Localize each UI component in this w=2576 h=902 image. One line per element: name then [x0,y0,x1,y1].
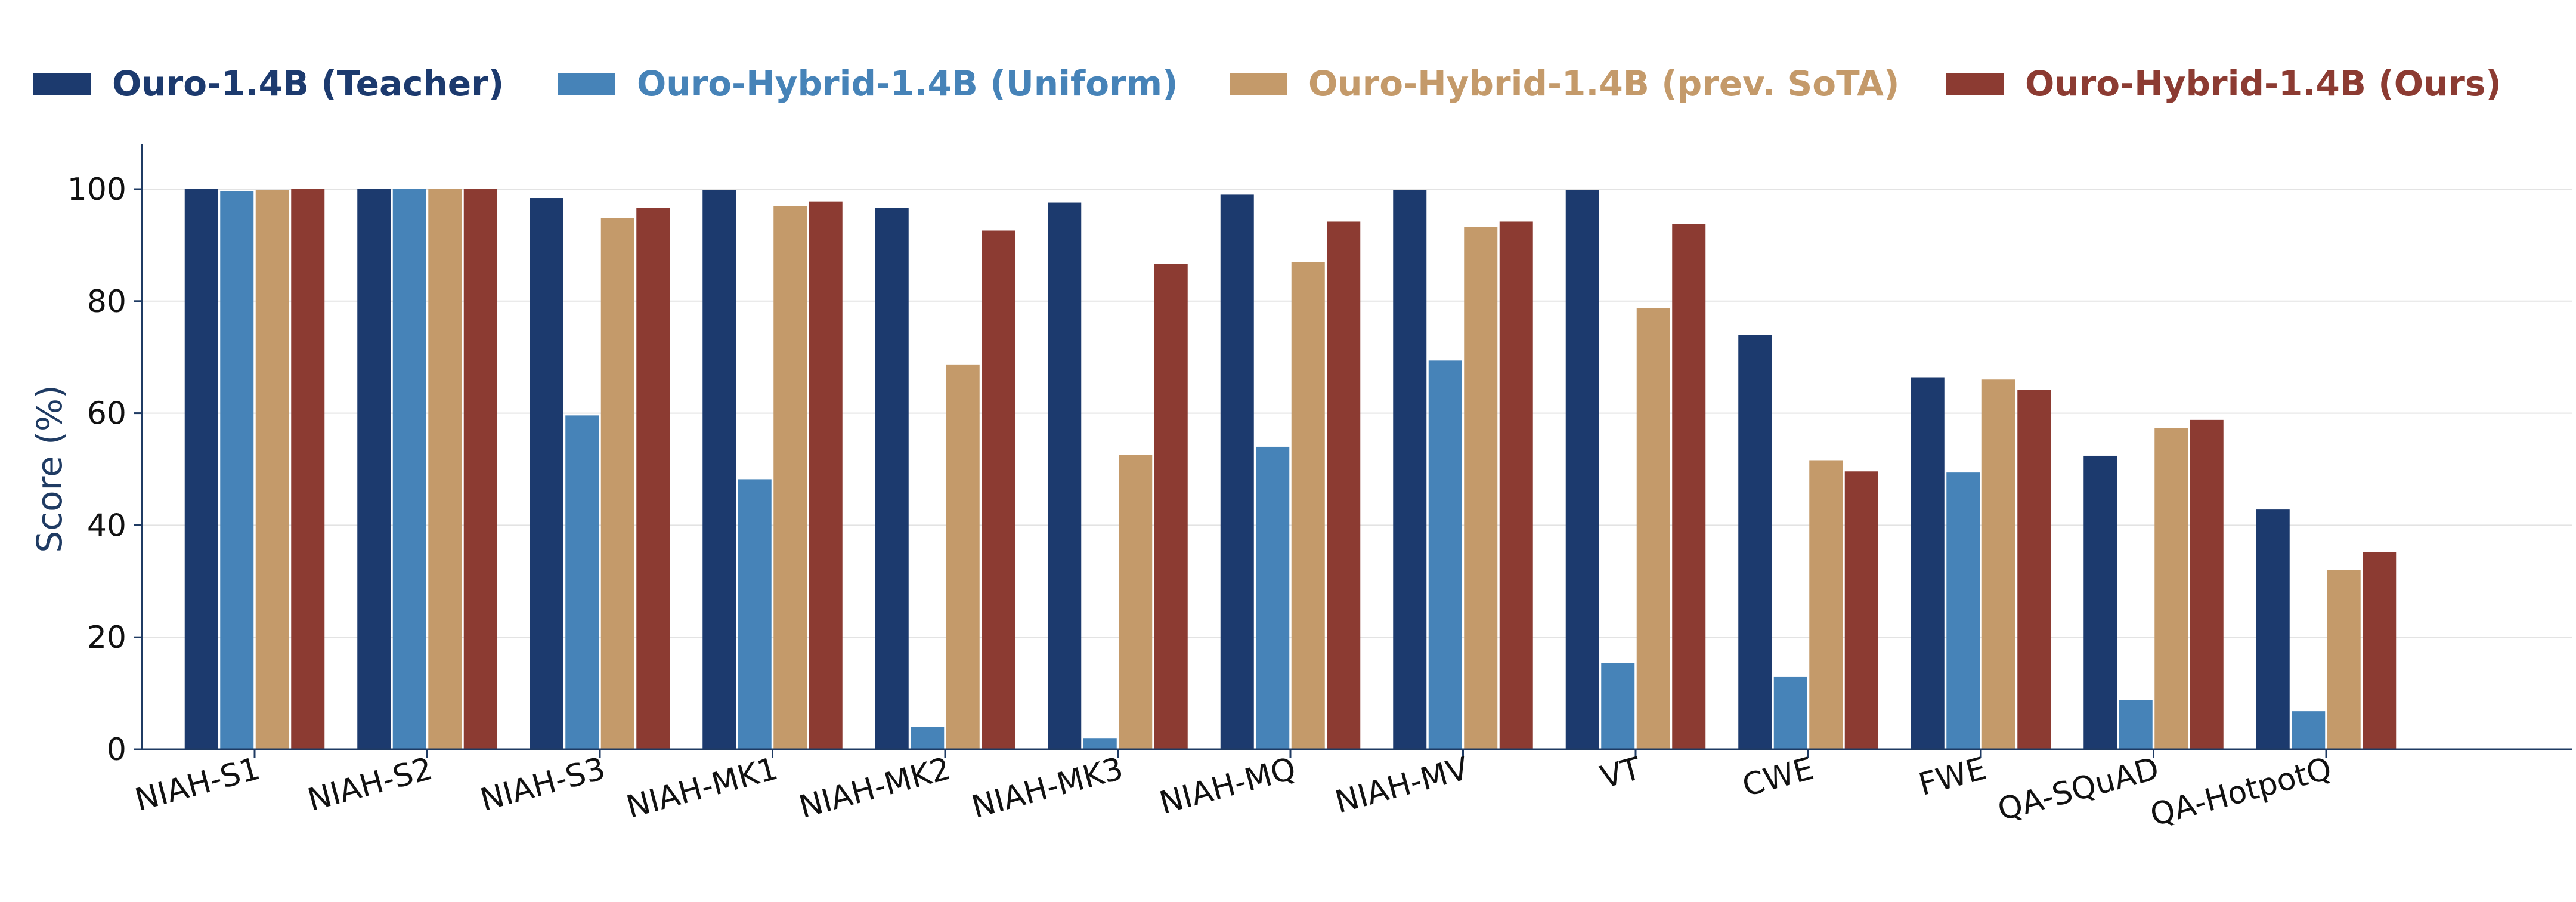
bar-niah-s3-series-1 [530,198,564,749]
bar-niah-mq-series-3 [1291,262,1325,749]
x-tick-label: NIAH-S1 [131,751,264,818]
bar-qa-squad-series-2 [2119,700,2153,749]
x-tick-label: VT [1597,751,1645,796]
legend-item-2[interactable]: Ouro-Hybrid-1.4B (Uniform) [558,63,1178,104]
bar-niah-mk1-series-3 [773,206,807,749]
bar-niah-mk2-series-3 [946,364,980,749]
legend-label: Ouro-Hybrid-1.4B (Uniform) [637,63,1178,104]
x-tick-label: NIAH-MK3 [968,751,1126,826]
bar-niah-mk3-series-3 [1119,455,1153,749]
bar-niah-s1-series-1 [184,189,218,749]
bar-niah-s3-series-2 [565,415,599,749]
bar-niah-mk1-series-1 [702,190,736,749]
bar-niah-mv-series-4 [1499,221,1533,749]
y-tick-label: 60 [87,396,126,432]
x-tick-label: FWE [1915,751,1990,804]
bars [184,189,2397,750]
x-tick-label: NIAH-S3 [476,751,609,818]
bar-niah-mq-series-1 [1220,194,1254,749]
bar-cwe-series-1 [1738,335,1772,749]
legend-item-4[interactable]: Ouro-Hybrid-1.4B (Ours) [1946,63,2501,104]
legend[interactable]: Ouro-1.4B (Teacher) Ouro-Hybrid-1.4B (Uni… [33,63,2501,104]
bar-qa-hotpotq-series-4 [2363,552,2397,749]
bar-qa-squad-series-1 [2083,455,2117,749]
bar-qa-hotpotq-series-1 [2256,509,2290,749]
bar-niah-s2-series-4 [463,189,497,749]
bar-niah-s1-series-2 [220,191,254,750]
bar-qa-hotpotq-series-3 [2327,570,2361,749]
bar-niah-mk2-series-4 [982,230,1015,750]
bar-niah-s2-series-3 [428,189,462,749]
bar-niah-mq-series-2 [1256,446,1290,749]
bar-niah-mk2-series-1 [875,208,909,749]
bar-vt-series-1 [1565,190,1599,749]
legend-swatch [33,73,91,95]
bar-niah-mk2-series-2 [911,727,945,749]
bar-niah-mv-series-2 [1428,360,1462,749]
legend-label: Ouro-1.4B (Teacher) [112,63,504,104]
y-tick-label: 20 [87,620,126,656]
legend-swatch [558,73,615,95]
bar-niah-mv-series-1 [1393,190,1427,749]
bar-cwe-series-2 [1773,676,1807,749]
bar-niah-s1-series-4 [291,189,325,749]
legend-swatch [1230,73,1287,95]
bar-niah-mk3-series-2 [1083,738,1117,749]
bar-fwe-series-3 [1981,379,2015,749]
bar-qa-squad-series-4 [2190,419,2224,749]
bar-fwe-series-1 [1911,377,1945,749]
legend-label: Ouro-Hybrid-1.4B (prev. SoTA) [1308,63,1900,104]
bar-fwe-series-4 [2017,390,2051,749]
bar-fwe-series-2 [1946,472,1980,749]
bar-niah-mk3-series-1 [1048,202,1082,749]
bar-niah-mv-series-3 [1464,227,1498,749]
bar-niah-mk1-series-4 [809,201,843,750]
x-tick-label: QA-HotpotQ [2147,751,2335,834]
bar-niah-mq-series-4 [1327,221,1361,749]
legend-label: Ouro-Hybrid-1.4B (Ours) [2025,63,2501,104]
y-tick-label: 80 [87,284,126,320]
legend-item-1[interactable]: Ouro-1.4B (Teacher) [33,63,504,104]
y-tick-label: 0 [107,732,126,768]
bar-cwe-series-3 [1809,460,1843,749]
y-axis-label: Score (%) [29,385,70,552]
bar-qa-squad-series-3 [2154,428,2188,749]
legend-item-3[interactable]: Ouro-Hybrid-1.4B (prev. SoTA) [1230,63,1900,104]
bar-niah-s3-series-3 [600,218,634,749]
bar-niah-s3-series-4 [636,208,670,749]
bar-niah-mk3-series-4 [1154,264,1188,749]
x-tick-label: NIAH-MV [1332,750,1472,820]
x-tick-label: QA-SQuAD [1994,751,2163,829]
bar-vt-series-2 [1601,663,1635,749]
legend-swatch [1946,73,2004,95]
bar-niah-s1-series-3 [255,190,289,749]
bar-qa-hotpotq-series-2 [2292,711,2326,749]
bar-vt-series-4 [1672,224,1706,749]
x-tick-label: NIAH-MQ [1156,751,1299,821]
x-tick-label: CWE [1739,751,1818,804]
x-tick-label: NIAH-S2 [304,751,436,818]
bar-niah-mk1-series-2 [738,479,772,749]
x-tick-label: NIAH-MK2 [795,751,954,826]
bar-vt-series-3 [1636,308,1670,749]
bar-niah-s2-series-2 [392,189,426,749]
bar-niah-s2-series-1 [357,189,391,749]
y-tick-label: 40 [87,508,126,543]
bar-cwe-series-4 [1844,471,1878,749]
x-tick-label: NIAH-MK1 [623,751,781,826]
y-tick-label: 100 [67,172,126,208]
